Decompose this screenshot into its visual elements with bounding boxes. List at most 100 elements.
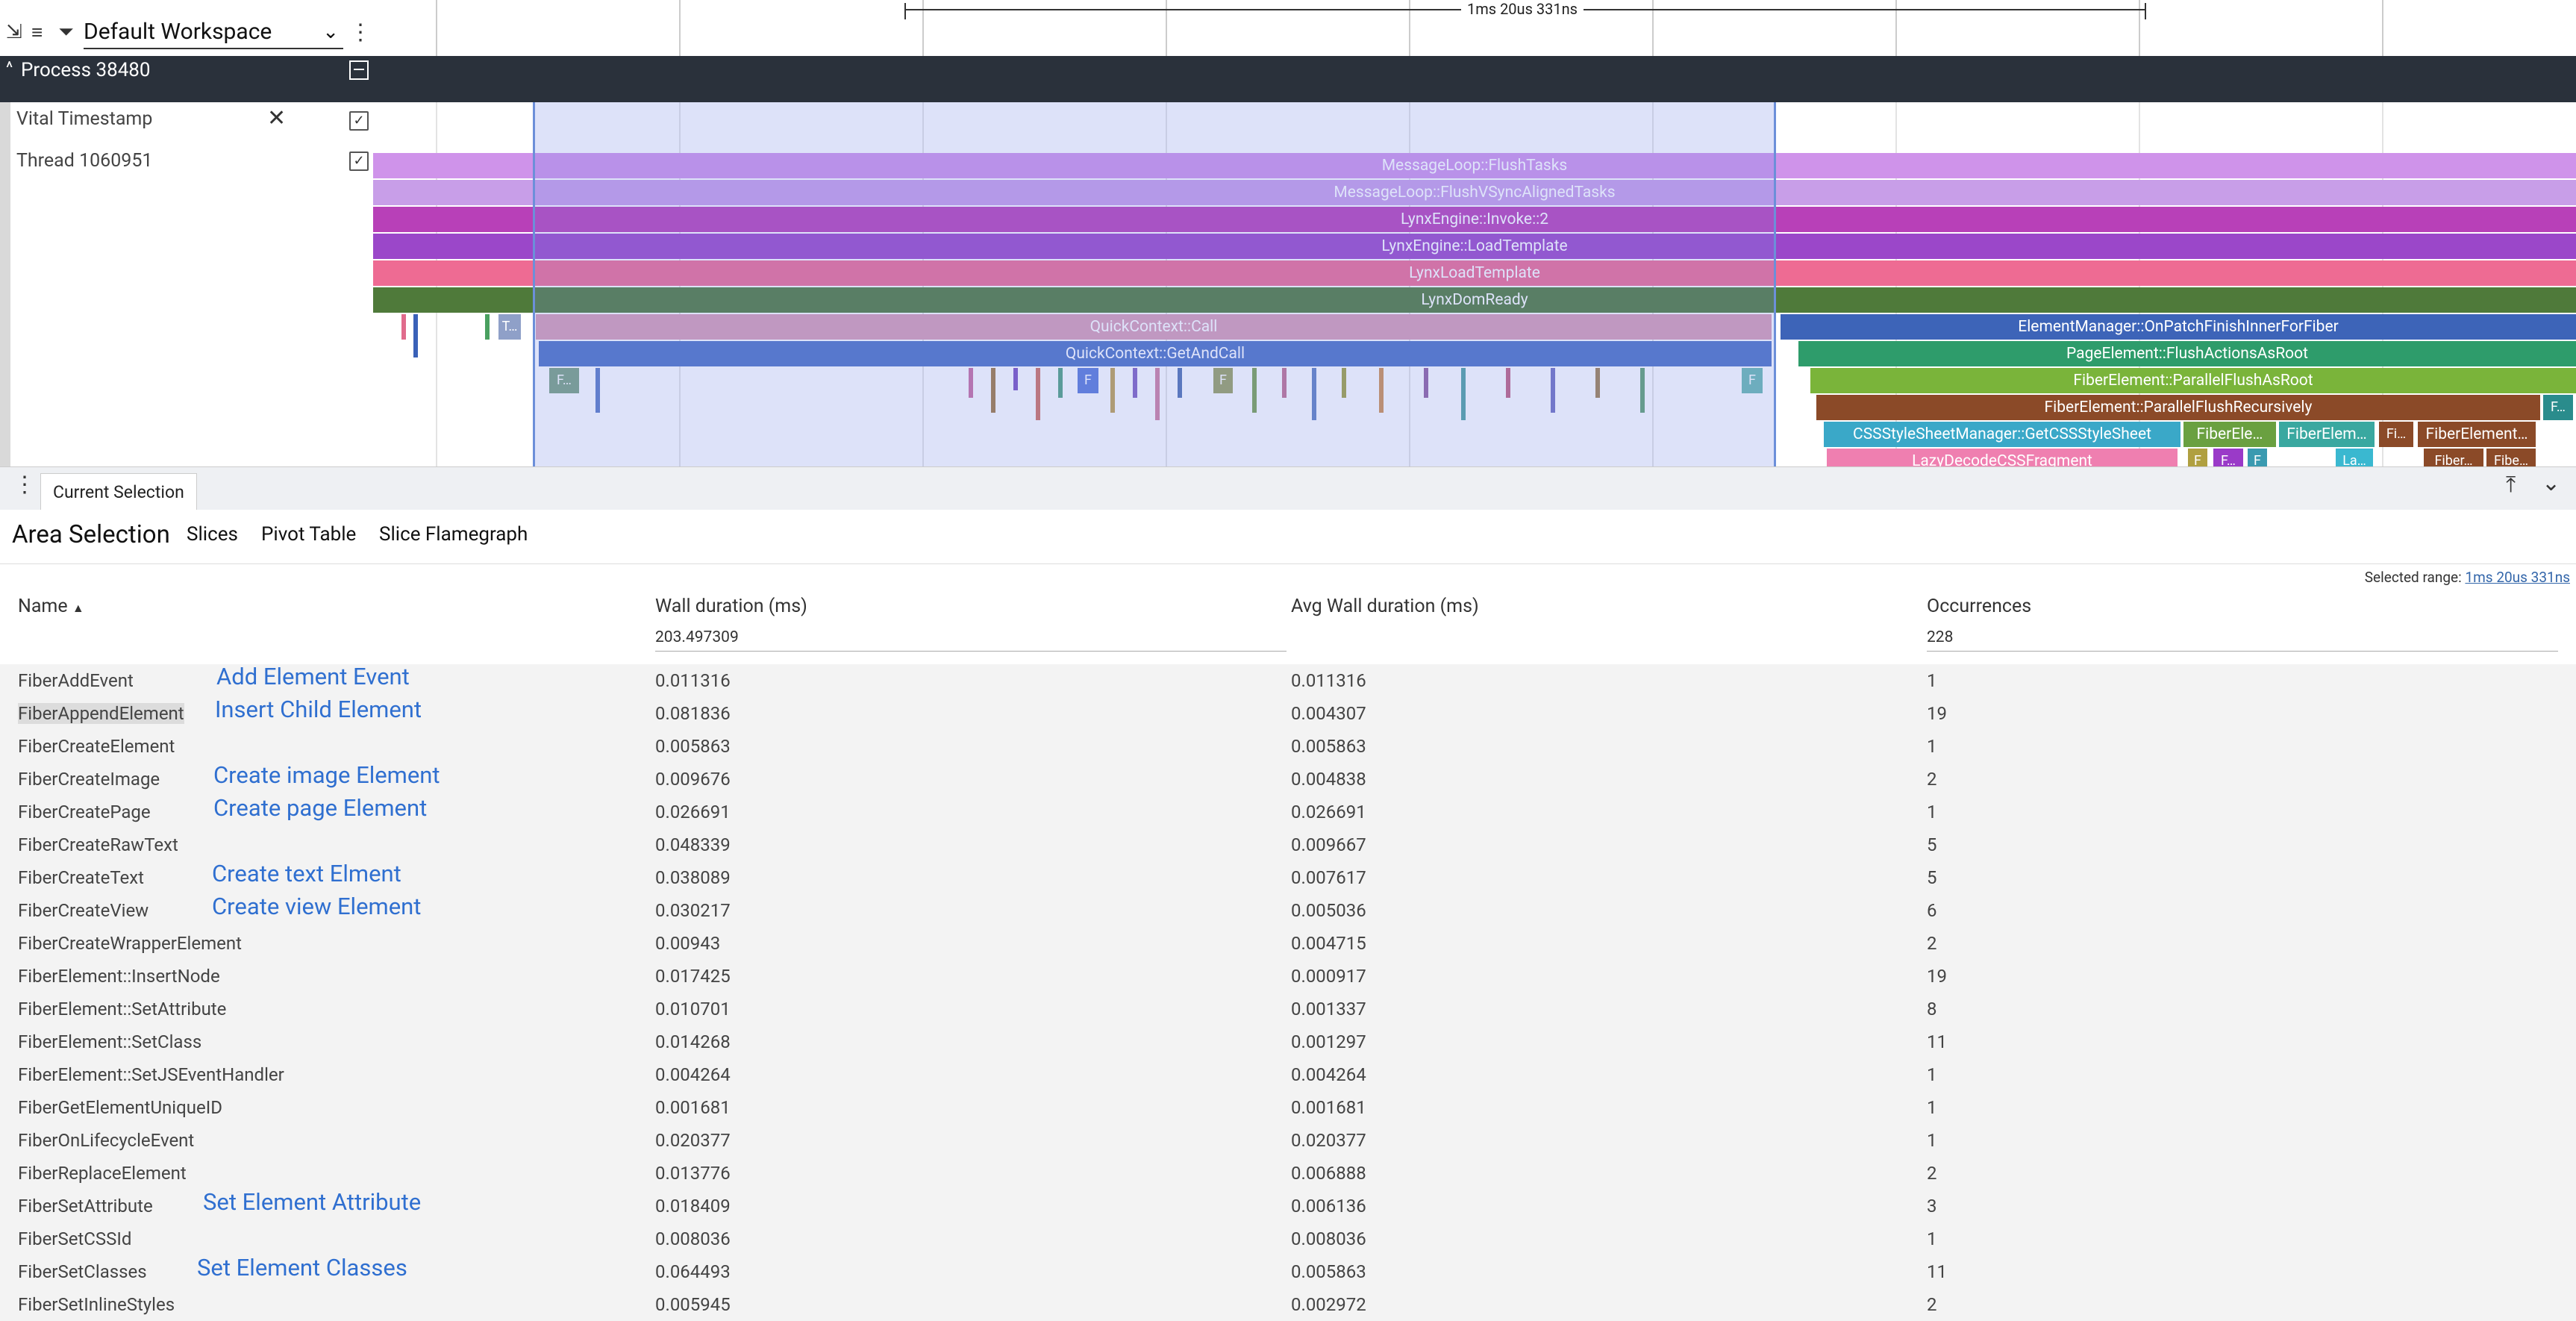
process-header[interactable]: ^ Process 38480 [0,56,2576,102]
slice[interactable]: CSSStyleSheetManager::GetCSSStyleSheet [1824,422,2180,447]
cell-name[interactable]: FiberElement::SetClass [18,1031,202,1052]
slice-small[interactable] [1155,368,1160,420]
collapse-all-icon[interactable]: ⇲ [6,21,22,43]
slice[interactable]: QuickContext::GetAndCall [539,341,1772,366]
slice[interactable]: F [2188,449,2207,466]
selected-range-value[interactable]: 1ms 20us 331ns [2465,569,2570,586]
slice-small[interactable] [1461,368,1466,420]
table-row[interactable]: FiberAddEvent 0.011316 0.011316 1 Add Elemen… [0,663,2576,697]
slice[interactable]: F… [549,368,579,393]
cell-name[interactable]: FiberAddEvent [18,670,134,691]
slice[interactable]: Fibe… [2486,449,2536,466]
slice[interactable]: F [1213,368,1233,393]
table-row[interactable]: FiberCreateWrapperElement 0.00943 0.004715… [0,927,2576,960]
cell-name[interactable]: FiberCreatePage [18,802,151,822]
cell-name[interactable]: FiberCreateText [18,867,144,888]
slice[interactable]: Fiber… [2424,449,2483,466]
cell-name[interactable]: FiberSetAttribute [18,1196,153,1217]
slice[interactable]: FiberEle… [2183,422,2276,447]
slice[interactable]: Fi… [2379,422,2413,447]
tab-pivot-table[interactable]: Pivot Table [261,523,357,546]
slice[interactable]: FiberElement::ParallelFlushRecursively [1816,395,2540,420]
table-row[interactable]: FiberCreateText 0.038089 0.007617 5 Create t… [0,860,2576,894]
table-row[interactable]: FiberCreateElement 0.005863 0.005863 1 [0,730,2576,763]
cell-name[interactable]: FiberCreateElement [18,736,175,757]
column-header-occurrences[interactable]: Occurrences [1927,596,2032,617]
table-row[interactable]: FiberSetCSSId 0.008036 0.008036 1 [0,1222,2576,1255]
workspace-select[interactable]: Default Workspace ⌄ [84,16,343,49]
cell-name[interactable]: FiberCreateImage [18,769,160,790]
table-row[interactable]: FiberCreateImage 0.009676 0.004838 2 Create … [0,761,2576,796]
cell-name[interactable]: FiberSetClasses [18,1261,147,1282]
tab-current-selection[interactable]: Current Selection [40,473,197,511]
slice-small[interactable] [969,368,973,398]
slice-small[interactable] [1312,368,1316,420]
table-row[interactable]: FiberElement::SetJSEventHandler 0.004264 0… [0,1058,2576,1091]
slice[interactable]: F [1078,368,1098,393]
slice-small[interactable] [1110,368,1115,413]
slice-small[interactable] [595,368,600,413]
filter-icon[interactable]: ⏷ [58,21,74,43]
track-select-checkbox[interactable]: ✓ [349,111,369,131]
slice-small[interactable] [991,368,995,413]
slice-small[interactable] [1424,368,1428,398]
column-header-name[interactable]: Name ▲ [18,596,84,617]
table-row[interactable]: FiberSetAttribute 0.018409 0.006136 3 Set El… [0,1188,2576,1222]
slice-small[interactable] [1013,368,1018,390]
column-header-avg[interactable]: Avg Wall duration (ms) [1291,596,1479,617]
cell-name[interactable]: FiberElement::SetAttribute [18,999,227,1019]
track-handle[interactable] [0,102,10,146]
tab-slices[interactable]: Slices [187,523,238,546]
collapse-icon[interactable] [349,60,369,80]
cell-name[interactable]: FiberAppendElement [18,703,184,724]
area-selection-box[interactable] [533,102,1776,466]
slice-small[interactable] [413,314,418,357]
cell-name[interactable]: FiberGetElementUniqueID [18,1097,222,1118]
table-row[interactable]: FiberReplaceElement 0.013776 0.006888 2 [0,1157,2576,1190]
table-row[interactable]: FiberSetInlineStyles 0.005945 0.002972 2 [0,1288,2576,1321]
cell-name[interactable]: FiberReplaceElement [18,1163,187,1184]
slice-small[interactable] [1282,368,1287,398]
slice-small[interactable] [1640,368,1645,413]
slice[interactable]: ElementManager::OnPatchFinishInnerForFib… [1781,314,2576,340]
cell-name[interactable]: FiberElement::SetJSEventHandler [18,1064,284,1085]
slice[interactable]: T… [498,314,521,340]
slice-small[interactable] [1252,368,1257,413]
slice-small[interactable] [1551,368,1555,413]
slice-small[interactable] [1058,368,1063,398]
panel-more-icon[interactable]: ⋮ [13,472,36,498]
cell-name[interactable]: FiberCreateView [18,900,149,921]
slice[interactable]: La… [2336,449,2373,466]
slice[interactable]: F [2248,449,2267,466]
workspace-more-icon[interactable]: ⋮ [349,19,372,46]
slice-small[interactable] [1506,368,1510,398]
cell-name[interactable]: FiberCreateWrapperElement [18,933,242,954]
slice-small[interactable] [1178,368,1182,398]
table-row[interactable]: FiberElement::SetClass 0.014268 0.001297 11 [0,1025,2576,1058]
chevron-down-icon[interactable]: ⌄ [2542,470,2561,496]
slice[interactable]: MessageLoop::FlushVSyncAlignedTasks [373,180,2576,205]
column-header-wall[interactable]: Wall duration (ms) [655,596,807,617]
cell-name[interactable]: FiberSetInlineStyles [18,1294,175,1315]
slice-small[interactable] [1379,368,1384,413]
table-row[interactable]: FiberSetClasses 0.064493 0.005863 11 Set Ele… [0,1254,2576,1288]
track-handle[interactable] [0,146,10,466]
table-row[interactable]: FiberElement::InsertNode 0.017425 0.000917… [0,960,2576,993]
table-row[interactable]: FiberGetElementUniqueID 0.001681 0.001681 1 [0,1091,2576,1124]
table-row[interactable]: FiberCreatePage 0.026691 0.026691 1 Create p… [0,794,2576,828]
cell-name[interactable]: FiberSetCSSId [18,1228,132,1249]
time-ruler[interactable]: 1ms 20us 331ns [372,0,2576,56]
table-row[interactable]: FiberElement::SetAttribute 0.010701 0.0013… [0,993,2576,1025]
chevron-up-icon[interactable]: ^ [6,59,13,78]
slice[interactable]: FiberElem… [2279,422,2375,447]
slice[interactable]: F [1742,368,1763,393]
track-select-checkbox[interactable]: ✓ [349,152,369,171]
slice[interactable]: F… [2543,395,2573,420]
slice[interactable]: FiberElement… [2418,422,2536,447]
tab-slice-flamegraph[interactable]: Slice Flamegraph [379,523,528,546]
slice[interactable]: F… [2213,449,2243,466]
pin-panel-icon[interactable]: ⤒ [2506,472,2516,498]
track-area[interactable]: MessageLoop::FlushTasks MessageLoop::Flu… [372,102,2576,466]
cell-name[interactable]: FiberElement::InsertNode [18,966,220,987]
slice-small[interactable] [1595,368,1600,398]
